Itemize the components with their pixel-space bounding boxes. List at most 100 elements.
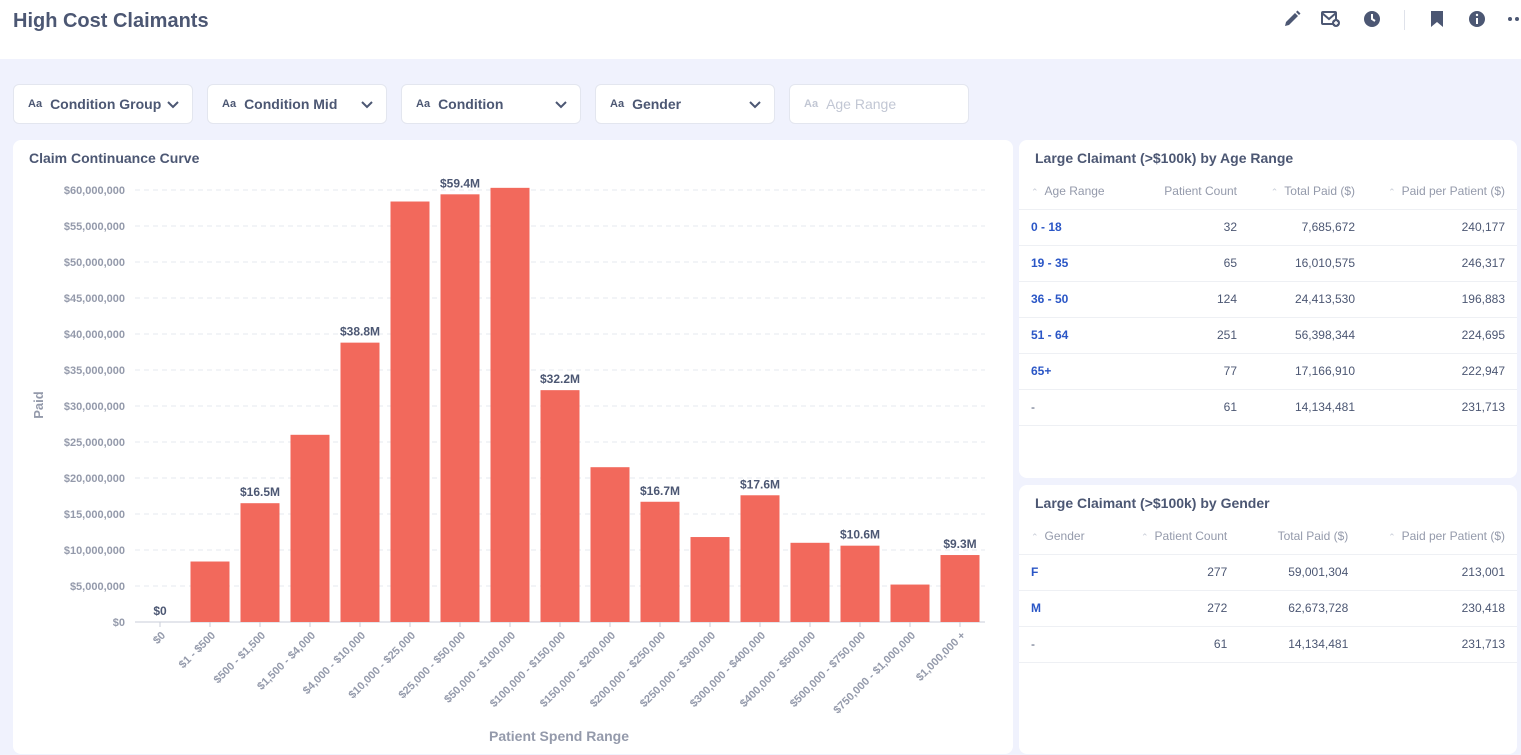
filter-label: Condition Group [50,96,162,112]
y-tick-label: $35,000,000 [64,365,125,377]
filter-condition-mid[interactable]: Aa Condition Mid [207,84,387,124]
page-title: High Cost Claimants [13,10,209,32]
filter-label: Condition [438,96,504,112]
x-axis-label: Patient Spend Range [489,728,629,744]
cell: 231,713 [1367,389,1517,426]
bar [940,555,980,622]
claim-continuance-card: Claim Continuance Curve $0 $5,000,000 $10,… [13,140,1013,754]
age-range-link[interactable]: 51 - 64 [1019,317,1137,354]
y-tick-label: $5,000,000 [70,581,125,593]
column-header-patient-count[interactable]: ⌃ Patient Count [1129,518,1240,555]
y-tick-label: $45,000,000 [64,293,125,305]
data-label: $9.3M [943,537,976,551]
table-row: 0 - 18 32 7,685,672 240,177 [1019,209,1517,246]
table-row: - 61 14,134,481 231,713 [1019,626,1517,663]
column-header-total-paid[interactable]: Total Paid ($) [1239,518,1361,555]
bookmark-button[interactable] [1426,8,1448,30]
y-axis-label: Paid [31,391,46,419]
y-tick-label: $15,000,000 [64,509,125,521]
bar [540,390,580,622]
filter-age-range[interactable]: Aa Age Range [789,84,969,124]
bar [440,194,480,622]
cell: 222,947 [1367,353,1517,390]
header-divider [1404,10,1405,30]
cell: 77 [1137,353,1249,390]
subscribe-button[interactable] [1320,8,1342,30]
data-label: $17.6M [740,477,780,491]
cell: 16,010,575 [1249,245,1367,282]
cell: 14,134,481 [1239,626,1361,663]
x-tick-label: $500 - $1,500 [212,630,268,686]
bar [690,537,730,622]
text-type-icon: Aa [804,98,819,110]
bar [240,503,280,622]
y-tick-label: $50,000,000 [64,257,125,269]
data-label: $32.2M [540,372,580,386]
text-type-icon: Aa [222,98,237,110]
chevron-down-icon [361,101,373,109]
clock-icon [1364,11,1380,27]
column-header-patient-count[interactable]: Patient Count [1137,173,1249,210]
pencil-icon [1285,10,1301,26]
mail-add-icon [1321,11,1340,27]
edit-button[interactable] [1281,8,1303,30]
age-range-link[interactable]: 65+ [1019,353,1137,390]
filter-condition[interactable]: Aa Condition [401,84,581,124]
gender-link[interactable]: F [1019,554,1129,591]
filter-condition-group[interactable]: Aa Condition Group [13,84,193,124]
gender-link[interactable]: M [1019,590,1129,627]
gender-table-title: Large Claimant (>$100k) by Gender [1035,495,1270,511]
data-label: $38.8M [340,325,380,339]
cell: 124 [1137,281,1249,318]
table-row: 65+ 77 17,166,910 222,947 [1019,353,1517,390]
filter-gender[interactable]: Aa Gender [595,84,775,124]
bar [640,501,680,622]
gender-card: Large Claimant (>$100k) by Gender ⌃ Gende… [1019,485,1517,754]
table-row: M 272 62,673,728 230,418 [1019,590,1517,627]
cell: 61 [1137,389,1249,426]
filter-label: Gender [632,96,682,112]
table-header-row: ⌃ Age Range Patient Count ⌃ Total Paid ($)… [1019,173,1517,210]
gender-table: ⌃ Gender ⌃ Patient Count Total Paid ($) ⌃ P… [1019,518,1517,663]
bar [190,561,230,622]
cell: 246,317 [1367,245,1517,282]
chevron-down-icon [167,101,179,109]
text-type-icon: Aa [416,98,431,110]
column-header-paid-per-patient[interactable]: ⌃ Paid per Patient ($) [1360,518,1517,555]
text-type-icon: Aa [610,98,625,110]
table-row: F 277 59,001,304 213,001 [1019,554,1517,591]
data-label: $0 [153,604,167,618]
column-header-gender[interactable]: ⌃ Gender [1019,518,1129,555]
age-range-link[interactable]: 36 - 50 [1019,281,1137,318]
info-icon [1469,11,1485,27]
column-header-age-range[interactable]: ⌃ Age Range [1019,173,1137,210]
age-range-cell: - [1019,389,1137,426]
more-options-button[interactable] [1503,8,1521,30]
table-row: - 61 14,134,481 231,713 [1019,389,1517,426]
cell: 65 [1137,245,1249,282]
gender-cell: - [1019,626,1129,663]
bar [290,434,330,622]
table-row: 19 - 35 65 16,010,575 246,317 [1019,245,1517,282]
bar [740,495,780,622]
y-tick-label: $10,000,000 [64,545,125,557]
cell: 59,001,304 [1239,554,1361,591]
cell: 61 [1129,626,1240,663]
column-header-total-paid[interactable]: ⌃ Total Paid ($) [1249,173,1367,210]
x-tick-label: $1,000,000 + [914,630,968,684]
bar [840,545,880,622]
cell: 24,413,530 [1249,281,1367,318]
dashboard-header: High Cost Claimants [0,0,1521,59]
cell: 251 [1137,317,1249,354]
column-header-paid-per-patient[interactable]: ⌃ Paid per Patient ($) [1367,173,1517,210]
age-range-link[interactable]: 0 - 18 [1019,209,1137,246]
history-button[interactable] [1361,8,1383,30]
info-button[interactable] [1466,8,1488,30]
age-range-link[interactable]: 19 - 35 [1019,245,1137,282]
table-row: 36 - 50 124 24,413,530 196,883 [1019,281,1517,318]
cell: 7,685,672 [1249,209,1367,246]
cell: 62,673,728 [1239,590,1361,627]
claim-continuance-chart: $0 $5,000,000 $10,000,000 $15,000,000 $20,00… [31,176,985,744]
chevron-down-icon [749,101,761,109]
y-tick-label: $0 [113,617,125,629]
